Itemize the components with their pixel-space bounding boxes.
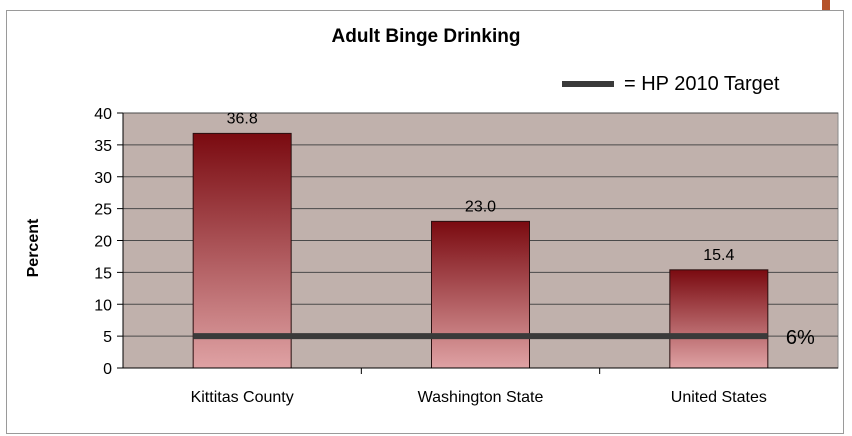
chart-labels: 0 5 10 15 20 25 30 35 40 36.8 Kittitas County 23.0 W… <box>94 106 815 406</box>
chart-title: Adult Binge Drinking <box>331 26 521 47</box>
x-tick-label-washington-state: Washington State <box>418 389 544 406</box>
bar-united-states <box>669 269 769 369</box>
legend-swatch-target-line <box>562 81 614 87</box>
y-tick-label: 5 <box>103 329 112 346</box>
y-tick-label: 40 <box>94 106 112 123</box>
y-tick-label: 0 <box>103 361 112 378</box>
bars <box>192 132 769 369</box>
y-tick-label: 15 <box>94 265 112 282</box>
data-label-washington-state: 23.0 <box>465 198 496 215</box>
y-tick-label: 10 <box>94 297 112 314</box>
target-line-label: 6% <box>786 327 815 349</box>
corner-accent <box>822 0 830 16</box>
data-label-kittitas-county: 36.8 <box>227 110 258 127</box>
y-tick-label: 30 <box>94 170 112 187</box>
x-tick-label-united-states: United States <box>671 389 767 406</box>
x-tick-label-kittitas-county: Kittitas County <box>191 389 294 406</box>
bar-washington-state <box>431 220 530 369</box>
y-tick-label: 20 <box>94 234 112 251</box>
bar-kittitas-county <box>192 132 292 369</box>
axes <box>117 112 838 374</box>
y-tick-label: 25 <box>94 202 112 219</box>
y-tick-label: 35 <box>94 138 112 155</box>
legend-label: = HP 2010 Target <box>624 72 780 95</box>
data-label-united-states: 15.4 <box>703 247 734 264</box>
legend: = HP 2010 Target <box>562 72 780 96</box>
